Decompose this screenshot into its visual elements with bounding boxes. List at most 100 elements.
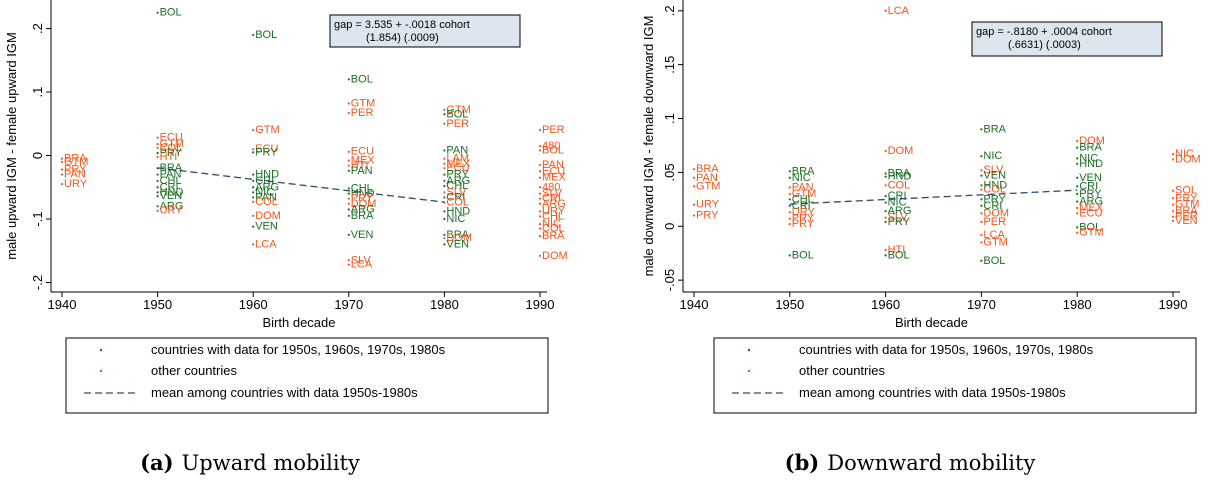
regression-equation: gap = 3.535 + -.0018 cohort <box>334 19 470 31</box>
point-label-cri: CRI <box>160 181 179 193</box>
data-point-dom <box>347 202 350 205</box>
data-point-arg <box>538 202 542 205</box>
data-point-mex <box>538 176 542 179</box>
point-label-ven: VEN <box>446 238 469 250</box>
data-point-dom <box>884 149 887 152</box>
point-label-bra: BRA <box>983 123 1006 135</box>
point-label-lca: LCA <box>255 238 277 250</box>
data-point-hti <box>884 248 887 252</box>
data-point-chl <box>538 215 542 218</box>
point-label-gtm: GTM <box>983 236 1007 248</box>
data-point-bol <box>347 78 350 81</box>
data-point-per <box>538 129 542 132</box>
x-tick-label: 1940 <box>48 297 77 312</box>
point-label-cri: CRI <box>983 200 1002 212</box>
data-point-pry <box>788 217 791 220</box>
point-label-cri: CRI <box>255 175 274 187</box>
data-point-dom <box>1171 158 1175 161</box>
x-tick-label: 1950 <box>143 297 172 312</box>
point-label-dom: DOM <box>888 145 914 157</box>
point-label-gtm: GTM <box>64 156 88 168</box>
data-point-mex <box>443 162 446 165</box>
legend-marker-other <box>747 369 751 373</box>
data-point-gtm <box>1171 203 1175 206</box>
point-label-chl: CHL <box>160 175 182 187</box>
point-label-slv: SLV <box>542 188 563 200</box>
point-label-bol: BOL <box>542 144 564 156</box>
data-point-arg <box>443 179 446 183</box>
point-label-slv: SLV <box>888 212 909 224</box>
data-point-ury <box>788 211 791 214</box>
data-point-arg <box>884 210 887 213</box>
data-point-bra <box>884 172 887 175</box>
point-label-nic: NIC <box>1175 148 1194 160</box>
point-label-bol: BOL <box>983 255 1005 267</box>
data-point-ven <box>1171 219 1175 222</box>
legend-marker-main <box>747 348 751 352</box>
data-point-chl <box>347 187 350 190</box>
x-tick-label: 1970 <box>967 297 996 312</box>
point-label-ven: VEN <box>983 170 1006 182</box>
point-label-pan: PAN <box>446 144 468 156</box>
legend-entry: countries with data for 1950s, 1960s, 19… <box>799 342 1094 357</box>
data-point-bol <box>884 254 887 257</box>
y-axis-title: male downward IGM - female downward IGM <box>641 16 656 277</box>
data-point-pan <box>347 169 350 172</box>
legend-entry: mean among countries with data 1950s-198… <box>799 385 1066 400</box>
data-point-hnd <box>980 184 983 187</box>
point-label-gtm: GTM <box>351 97 375 109</box>
data-point-gtm <box>980 241 983 244</box>
y-tick-label: .2 <box>662 5 677 16</box>
data-point-bol <box>538 149 542 152</box>
point-label-ecu: ECU <box>351 146 374 158</box>
point-label-bol: BOL <box>888 249 910 261</box>
point-label-pan: PAN <box>160 169 182 181</box>
data-point-ecu <box>538 170 542 173</box>
point-label-480: 480 <box>542 181 560 193</box>
y-tick-label: -.05 <box>662 269 677 291</box>
point-label-480: 480 <box>542 140 560 152</box>
data-point-ury <box>60 182 64 186</box>
point-label-ury: URY <box>64 178 88 190</box>
data-point-bra <box>692 168 696 171</box>
point-label-dom: DOM <box>542 250 568 262</box>
point-label-hti: HTI <box>160 151 178 163</box>
regression-box <box>971 21 1163 57</box>
data-point-nic <box>538 222 542 226</box>
regression-std-errors: (1.854) (.0009) <box>366 32 439 44</box>
data-point-nic <box>252 191 255 194</box>
y-tick-label: .15 <box>662 56 677 74</box>
data-point-mex <box>1076 206 1079 210</box>
point-label-arg: ARG <box>160 200 184 212</box>
data-point-ecu <box>347 150 350 153</box>
point-label-pan: PAN <box>792 181 814 193</box>
data-point-per <box>443 122 446 125</box>
data-point-pry <box>1076 192 1079 196</box>
data-point-slv <box>538 192 542 195</box>
point-label-ecu: ECU <box>542 165 565 177</box>
x-tick-label: 1990 <box>526 297 555 312</box>
point-label-gtm: GTM <box>792 188 816 200</box>
point-label-pry: PRY <box>1079 188 1102 200</box>
data-point-dom <box>980 212 983 215</box>
data-point-col <box>884 184 887 187</box>
data-point-chl <box>443 184 446 188</box>
point-label-col: COL <box>888 179 911 191</box>
data-point-hnd <box>884 175 887 178</box>
data-point-bol <box>443 113 446 116</box>
caption-letter: (a) <box>140 450 173 475</box>
data-point-lam <box>443 157 446 160</box>
point-label-arg: ARG <box>1079 195 1103 207</box>
regression-box <box>329 14 521 48</box>
point-label-bol: BOL <box>1079 221 1101 233</box>
x-tick-label: 1980 <box>430 297 459 312</box>
point-label-col: COL <box>160 142 183 154</box>
data-point-cri <box>884 195 887 198</box>
data-point-arg <box>252 186 255 189</box>
data-point-pry <box>252 151 255 154</box>
x-axis-title: Birth decade <box>263 315 336 330</box>
data-point-per <box>347 111 350 115</box>
point-label-arg: ARG <box>888 205 912 217</box>
x-tick-label: 1980 <box>1063 297 1092 312</box>
point-label-arg: ARG <box>446 175 470 187</box>
